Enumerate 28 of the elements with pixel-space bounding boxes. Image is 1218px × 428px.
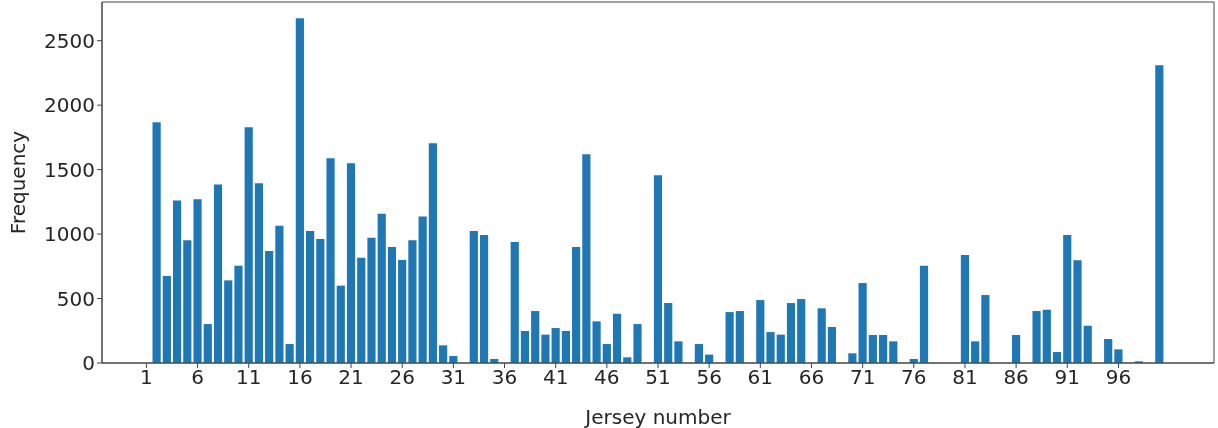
- x-tick-label: 36: [491, 365, 518, 390]
- y-tick-label: 2000: [44, 93, 95, 118]
- x-tick-label: 81: [952, 365, 978, 390]
- x-tick-label: 41: [542, 365, 569, 390]
- y-tick-label: 0: [82, 351, 95, 376]
- y-tick-label: 1500: [44, 157, 95, 182]
- x-tick-label: 31: [440, 365, 467, 390]
- x-axis-title: Jersey number: [583, 405, 732, 428]
- x-tick-label: 11: [236, 365, 262, 390]
- x-tick-label: 91: [1054, 365, 1080, 390]
- x-tick-label: 21: [338, 365, 364, 390]
- y-axis-title: Frequency: [6, 130, 31, 235]
- y-tick-label: 2500: [44, 28, 95, 53]
- x-tick-label: 61: [747, 365, 774, 390]
- x-tick-label: 86: [1003, 365, 1029, 390]
- x-tick-label: 56: [696, 365, 722, 390]
- y-tick-label: 1000: [44, 222, 95, 247]
- x-tick-label: 16: [287, 365, 313, 390]
- x-tick-label: 71: [849, 365, 876, 390]
- x-tick-label: 51: [645, 365, 671, 390]
- x-tick-label: 1: [140, 365, 153, 390]
- x-tick-label: 6: [191, 365, 204, 390]
- x-tick-label: 46: [594, 365, 620, 390]
- x-tick-label: 26: [389, 365, 415, 390]
- x-tick-label: 66: [798, 365, 825, 390]
- x-tick-label: 96: [1105, 365, 1132, 390]
- y-tick-label: 500: [56, 286, 95, 311]
- x-tick-label: 76: [901, 365, 927, 390]
